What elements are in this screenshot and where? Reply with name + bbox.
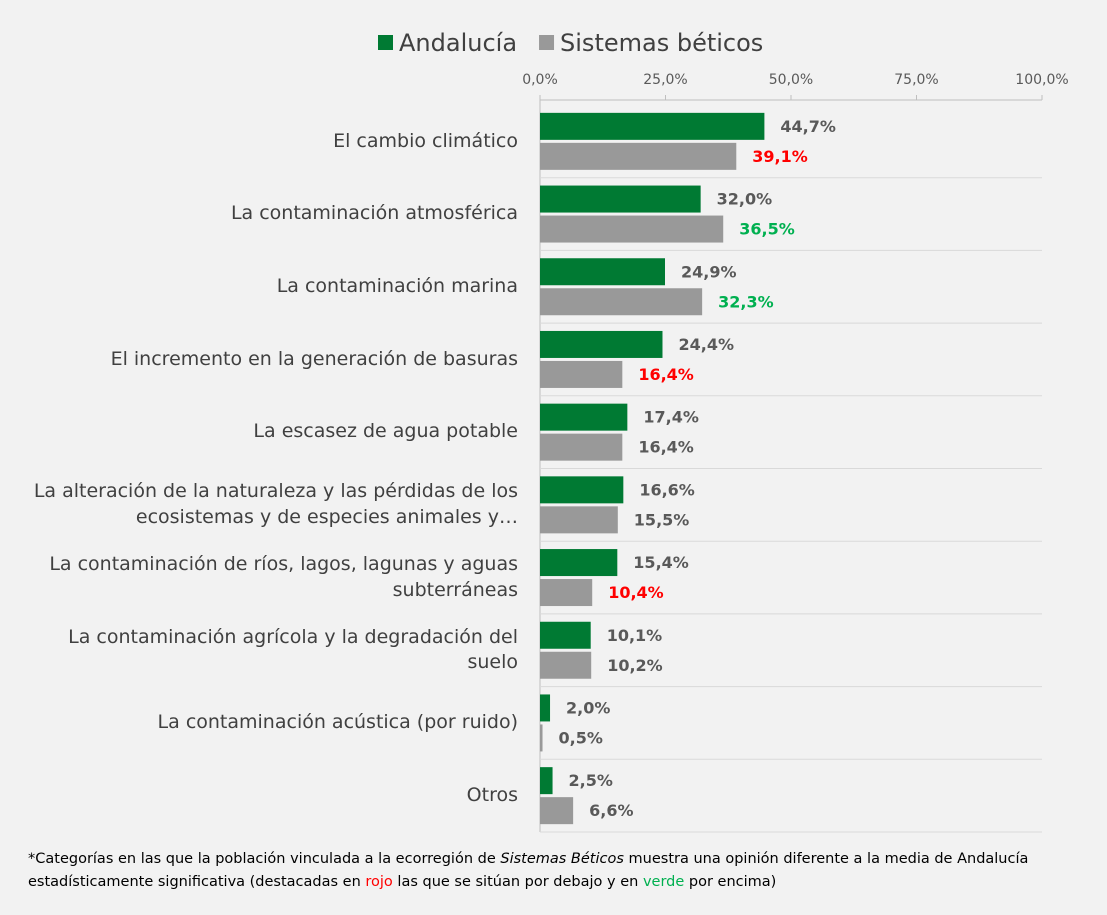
value-label: 15,5% [634,510,690,529]
footnote-text: las que se sitúan por debajo y en [392,874,643,891]
value-label: 0,5% [559,728,603,747]
value-label: 16,6% [639,480,695,499]
bar [540,185,701,213]
value-label: 17,4% [643,408,699,427]
value-label: 36,5% [739,220,795,239]
bar [540,579,593,607]
x-tick-label: 25,0% [643,72,687,88]
value-label: 32,0% [717,190,773,209]
category-label: La escasez de agua potable [253,420,518,443]
footnote-text: muestra una opinión diferente a la media… [28,851,1029,891]
bar [540,360,623,388]
footnote-text: *Categorías en las que la población vinc… [28,851,501,867]
value-label: 6,6% [589,801,633,820]
bar [540,724,543,752]
x-tick-label: 0,0% [522,72,558,88]
value-label: 2,5% [569,771,613,790]
value-label: 16,4% [638,365,694,384]
category-label: La contaminación acústica (por ruido) [157,711,518,734]
bar [540,330,663,358]
category-label: La alteración de la naturaleza y las pér… [33,480,518,528]
footnote-text: Sistemas Béticos [500,851,624,867]
category-label: El cambio climático [333,129,518,152]
x-tick-label: 75,0% [894,72,938,88]
footnote-text: verde [642,874,685,891]
bar [540,403,628,431]
value-label: 24,4% [678,335,734,354]
bar [540,433,623,461]
category-label: La contaminación marina [276,274,518,297]
bar [540,621,591,649]
footnote-text: rojo [365,874,393,891]
value-label: 16,4% [638,438,694,457]
x-tick-label: 50,0% [769,72,813,88]
category-label: La contaminación de ríos, lagos, lagunas… [49,552,518,601]
footnote-text: por encima) [684,874,777,891]
bar [540,651,592,679]
bar [540,797,574,825]
category-label: La contaminación agrícola y la degradaci… [68,625,518,674]
x-tick-label: 100,0% [1015,72,1068,88]
category-label: La contaminación atmosférica [230,202,518,225]
bar [540,506,618,534]
legend-label: Andalucía [399,29,517,57]
bar [540,288,703,316]
bar [540,767,553,795]
bar [540,142,737,170]
value-label: 44,7% [780,117,836,136]
bar [540,694,551,722]
legend-swatch [539,35,555,50]
value-label: 24,9% [681,262,737,281]
bar [540,112,765,140]
value-label: 32,3% [718,292,774,311]
legend-label: Sistemas béticos [560,29,763,57]
bar [540,549,618,577]
value-label: 15,4% [633,553,689,572]
value-label: 10,2% [607,656,663,675]
value-label: 39,1% [752,147,808,166]
value-label: 2,0% [566,698,610,717]
value-label: 10,4% [608,583,664,602]
bar [540,258,665,286]
legend-swatch [378,35,393,50]
value-label: 10,1% [607,626,663,645]
bar [540,476,624,504]
category-label: Otros [466,783,518,806]
footnote: *Categorías en las que la población vinc… [28,848,1088,894]
category-label: El incremento en la generación de basura… [110,347,518,370]
bar [540,215,724,243]
